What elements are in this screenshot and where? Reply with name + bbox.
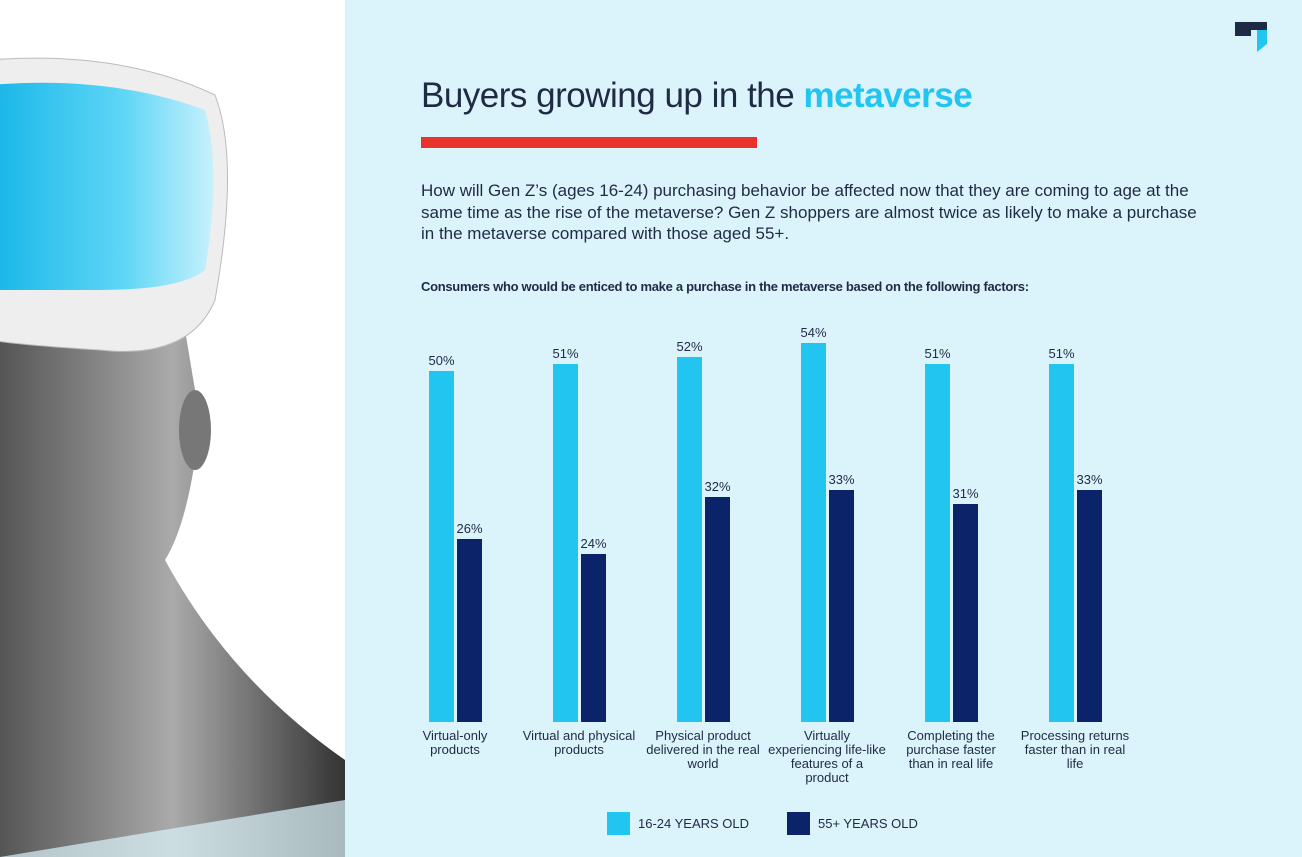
- value-label: 51%: [1048, 345, 1075, 361]
- value-label: 24%: [580, 535, 607, 551]
- title-text: Buyers growing up in the: [421, 76, 795, 115]
- bar: [581, 553, 606, 722]
- value-label: 31%: [952, 486, 979, 502]
- value-label: 51%: [552, 345, 579, 361]
- bar: [801, 342, 826, 722]
- value-label: 52%: [676, 338, 703, 354]
- legend-swatch: [787, 812, 810, 835]
- vr-illustration: [0, 57, 345, 857]
- bar: [1049, 363, 1074, 722]
- value-label: 32%: [704, 479, 731, 495]
- title-highlight: metaverse: [803, 76, 973, 115]
- value-label: 54%: [800, 324, 827, 340]
- bar: [677, 356, 702, 722]
- chart-subtitle: Consumers who would be enticed to make a…: [421, 279, 1029, 294]
- legend-swatch: [607, 812, 630, 835]
- value-label: 51%: [924, 345, 951, 361]
- bar: [829, 490, 854, 722]
- x-tick-label: Virtually experiencing life-like feature…: [768, 728, 886, 785]
- legend-label: 16-24 YEARS OLD: [638, 816, 750, 831]
- bar: [429, 371, 454, 722]
- x-tick-label: Completing the purchase faster than in r…: [906, 728, 996, 771]
- title-underline: [421, 137, 757, 148]
- intro-text: How will Gen Z’s (ages 16-24) purchasing…: [421, 181, 1197, 243]
- value-label: 50%: [428, 353, 455, 368]
- value-label: 26%: [456, 521, 483, 537]
- bar: [925, 363, 950, 722]
- value-label: 33%: [828, 472, 855, 488]
- x-tick-label: Physical product delivered in the real w…: [646, 728, 760, 771]
- x-tick-label: Virtual-only products: [422, 728, 488, 757]
- title: Buyers growing up in the metaverse: [421, 76, 973, 116]
- value-label: 33%: [1076, 472, 1103, 488]
- bar: [457, 539, 482, 722]
- bar: [705, 497, 730, 722]
- x-tick-label: Processing returns faster than in real l…: [1020, 728, 1130, 771]
- bar: [553, 363, 578, 722]
- x-tick-label: Virtual and physical products: [522, 728, 636, 757]
- logo: [1235, 22, 1267, 52]
- bar: [1077, 490, 1102, 722]
- legend-label: 55+ YEARS OLD: [818, 816, 918, 831]
- bar: [953, 504, 978, 722]
